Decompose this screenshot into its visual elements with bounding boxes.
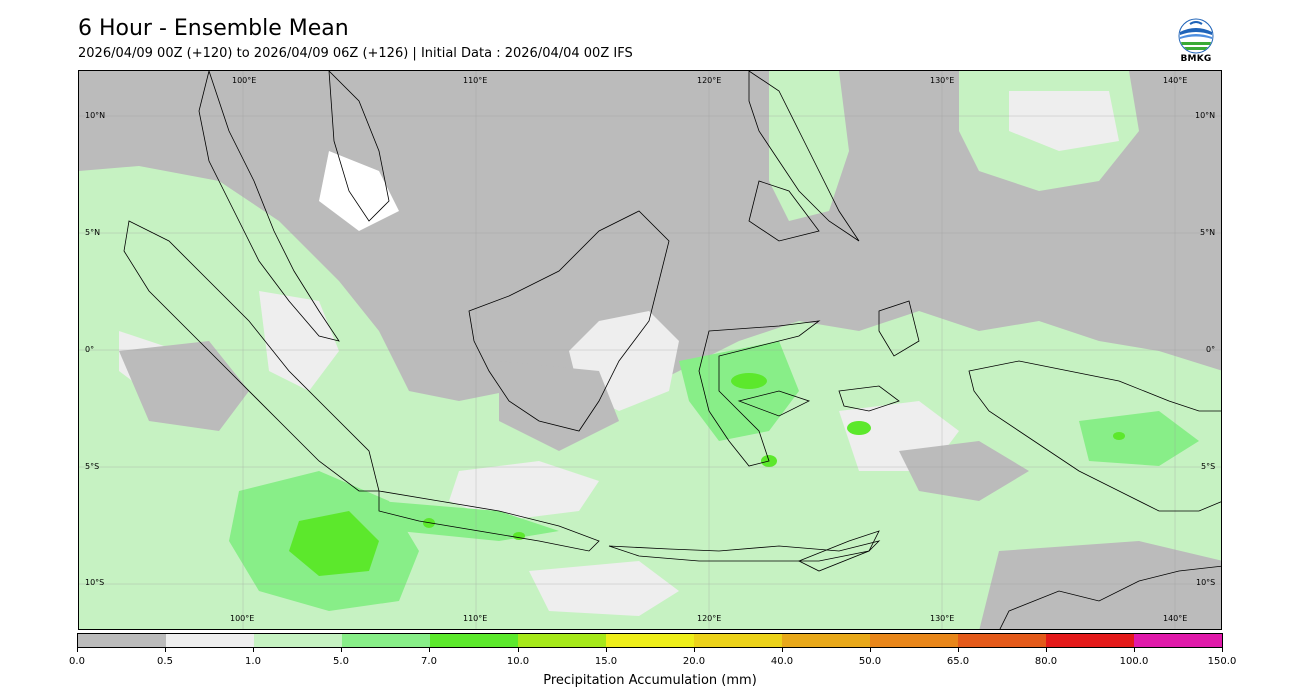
bmkg-logo: BMKG bbox=[1174, 18, 1218, 66]
lon-label-bottom-140: 140°E bbox=[1163, 614, 1188, 623]
colorbar-tickmark bbox=[782, 648, 783, 652]
precip-field-7to10 bbox=[289, 373, 1125, 576]
colorbar-segment bbox=[1046, 634, 1134, 647]
colorbar-tick-label: 10.0 bbox=[506, 656, 530, 667]
lon-label-top-140: 140°E bbox=[1163, 76, 1188, 85]
bmkg-logo-icon bbox=[1178, 18, 1214, 54]
lon-label-top-120: 120°E bbox=[697, 76, 722, 85]
colorbar-segment bbox=[782, 634, 870, 647]
dry-patches bbox=[119, 341, 1221, 629]
map-canvas bbox=[79, 71, 1221, 629]
lon-label-bottom-120: 120°E bbox=[697, 614, 722, 623]
lat-label-right-10n: 10°N bbox=[1195, 111, 1216, 120]
chart-subtitle: 2026/04/09 00Z (+120) to 2026/04/09 06Z … bbox=[78, 46, 633, 61]
colorbar-segment bbox=[430, 634, 518, 647]
lat-label-right-0: 0° bbox=[1206, 345, 1216, 354]
colorbar-segment bbox=[694, 634, 782, 647]
colorbar-segment bbox=[870, 634, 958, 647]
colorbar-segment bbox=[518, 634, 606, 647]
colorbar-tick-label: 15.0 bbox=[594, 656, 618, 667]
colorbar-tickmark bbox=[253, 648, 254, 652]
logo-text: BMKG bbox=[1180, 54, 1212, 64]
lat-label-left-10n: 10°N bbox=[85, 111, 106, 120]
colorbar-tick-label: 50.0 bbox=[858, 656, 882, 667]
lon-label-top-100: 100°E bbox=[232, 76, 257, 85]
colorbar-tickmark bbox=[165, 648, 166, 652]
colorbar-segment bbox=[606, 634, 694, 647]
lat-label-left-10s: 10°S bbox=[85, 578, 105, 587]
colorbar-tickmark bbox=[429, 648, 430, 652]
colorbar-tickmark bbox=[958, 648, 959, 652]
lat-label-right-5n: 5°N bbox=[1200, 228, 1216, 237]
colorbar-segment bbox=[254, 634, 342, 647]
lon-label-bottom-100: 100°E bbox=[230, 614, 255, 623]
colorbar-segment bbox=[958, 634, 1046, 647]
colorbar-tickmark bbox=[77, 648, 78, 652]
colorbar-tickmark bbox=[341, 648, 342, 652]
coastlines bbox=[123, 71, 1221, 629]
lon-label-bottom-130: 130°E bbox=[930, 614, 955, 623]
colorbar-tickmark bbox=[1046, 648, 1047, 652]
colorbar-tickmark bbox=[606, 648, 607, 652]
colorbar-tick-label: 0.0 bbox=[69, 656, 85, 667]
colorbar-tick-label: 40.0 bbox=[770, 656, 794, 667]
colorbar bbox=[77, 633, 1223, 648]
colorbar-tickmark bbox=[694, 648, 695, 652]
colorbar-tick-label: 65.0 bbox=[946, 656, 970, 667]
colorbar-tickmark bbox=[1134, 648, 1135, 652]
colorbar-segment bbox=[166, 634, 254, 647]
colorbar-tick-label: 100.0 bbox=[1119, 656, 1149, 667]
colorbar-tick-label: 7.0 bbox=[421, 656, 437, 667]
colorbar-segment bbox=[78, 634, 166, 647]
colorbar-tick-label: 1.0 bbox=[245, 656, 261, 667]
colorbar-tick-label: 5.0 bbox=[333, 656, 349, 667]
colorbar-tick-label: 150.0 bbox=[1207, 656, 1237, 667]
lon-label-top-110: 110°E bbox=[463, 76, 488, 85]
lat-label-left-0: 0° bbox=[85, 345, 95, 354]
colorbar-segment bbox=[1134, 634, 1222, 647]
lon-label-top-130: 130°E bbox=[930, 76, 955, 85]
lat-label-right-10s: 10°S bbox=[1196, 578, 1216, 587]
colorbar-tick-label: 80.0 bbox=[1034, 656, 1058, 667]
colorbar-tickmark bbox=[870, 648, 871, 652]
colorbar-tickmark bbox=[518, 648, 519, 652]
colorbar-label: Precipitation Accumulation (mm) bbox=[543, 673, 757, 688]
colorbar-segment bbox=[342, 634, 430, 647]
precipitation-map: 100°E 110°E 120°E 130°E 140°E 100°E 110°… bbox=[78, 70, 1222, 630]
colorbar-tickmark bbox=[1222, 648, 1223, 652]
lat-label-left-5n: 5°N bbox=[85, 228, 101, 237]
lat-label-left-5s: 5°S bbox=[85, 462, 100, 471]
lat-label-right-5s: 5°S bbox=[1201, 462, 1216, 471]
chart-title: 6 Hour - Ensemble Mean bbox=[78, 16, 349, 41]
colorbar-tick-label: 0.5 bbox=[157, 656, 173, 667]
lon-label-bottom-110: 110°E bbox=[463, 614, 488, 623]
graticule bbox=[79, 71, 1221, 629]
colorbar-tick-label: 20.0 bbox=[682, 656, 706, 667]
